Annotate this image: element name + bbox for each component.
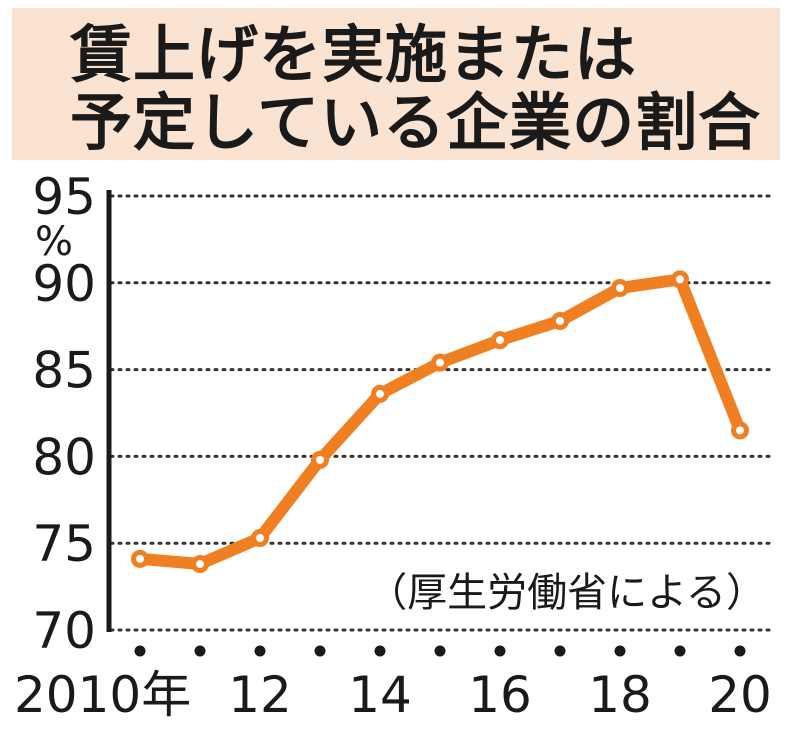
x-tick-dot: [434, 645, 446, 657]
chart-title-line-2: 予定している企業の割合: [70, 86, 762, 159]
x-tick-label: 16: [468, 666, 532, 724]
x-tick-dot: [734, 645, 746, 657]
data-point: [611, 279, 629, 298]
x-tick-dot: [494, 645, 506, 657]
y-tick-label: 90: [32, 255, 96, 313]
data-point: [311, 450, 329, 469]
x-tick-label: 12: [228, 666, 292, 724]
source-note: （厚生労働省による）: [367, 570, 766, 616]
data-point: [491, 331, 509, 350]
data-point: [551, 311, 569, 330]
y-tick-label: 85: [32, 342, 96, 400]
x-tick-dot: [254, 645, 266, 657]
data-point: [671, 270, 689, 289]
x-tick-dot: [374, 645, 386, 657]
x-tick-dot: [614, 645, 626, 657]
y-tick-label: 75: [32, 515, 96, 573]
title-banner: 賃上げを実施または 予定している企業の割合: [12, 8, 780, 160]
data-point-markers: [131, 270, 749, 574]
data-point: [251, 528, 269, 547]
x-tick-dot: [314, 645, 326, 657]
y-axis-unit: %: [35, 219, 73, 265]
x-tick-label: 2010年: [14, 666, 191, 724]
x-tick-label: 14: [348, 666, 412, 724]
x-tick-dot: [134, 645, 146, 657]
series-line: [134, 273, 746, 571]
y-tick-label: 80: [32, 428, 96, 486]
x-tick-label: 18: [588, 666, 652, 724]
data-point: [371, 384, 389, 403]
y-tick-label: 95: [32, 168, 96, 226]
data-point: [191, 555, 209, 574]
data-point: [431, 353, 449, 372]
x-tick-dot: [194, 645, 206, 657]
y-tick-labels: 70 75 80 85 90 95: [32, 168, 96, 660]
x-tick-dot: [554, 645, 566, 657]
x-tick-label: 20: [708, 666, 772, 724]
x-tick-markers: [134, 645, 746, 657]
x-tick-dot: [674, 645, 686, 657]
y-tick-label: 70: [32, 602, 96, 660]
data-point: [131, 549, 149, 568]
x-tick-labels: 2010年 12 14 16 18 20: [14, 666, 772, 724]
data-point: [731, 421, 749, 440]
chart-title-line-1: 賃上げを実施または: [70, 18, 638, 91]
